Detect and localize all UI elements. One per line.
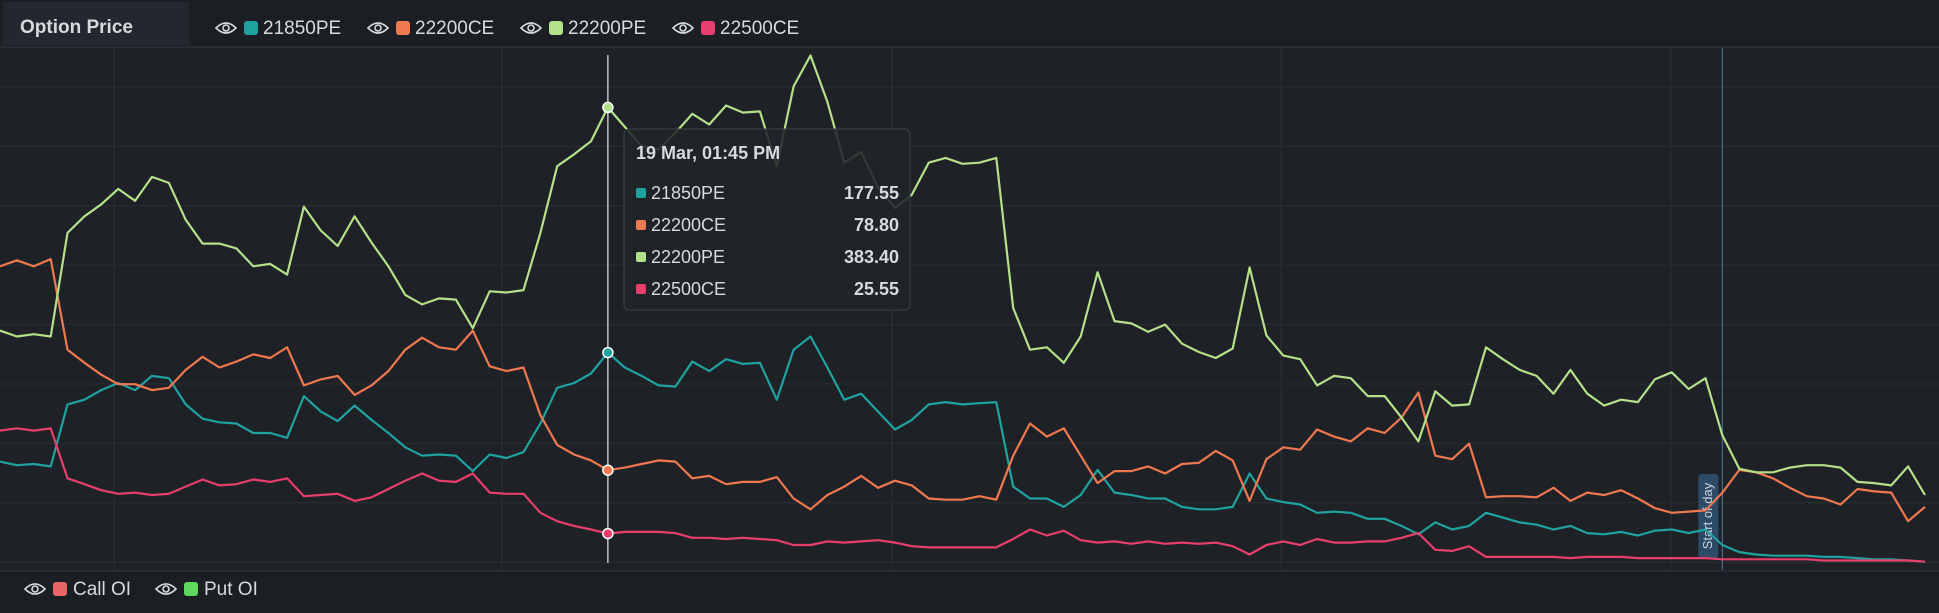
- eye-pupil: [679, 24, 687, 32]
- annotation-label: Start of day: [1700, 482, 1715, 549]
- hover-marker: [602, 527, 614, 540]
- tooltip-swatch: [636, 252, 646, 262]
- legend-swatch: [701, 21, 715, 35]
- legend-label: 22200CE: [415, 18, 494, 39]
- legend-swatch: [549, 21, 563, 35]
- eye-icon: [214, 22, 238, 34]
- legend-swatch: [184, 582, 198, 596]
- eye-icon: [519, 22, 543, 34]
- eye-icon: [154, 583, 178, 595]
- tooltip-name: 22200CE: [651, 215, 726, 235]
- tooltip-name: 22500CE: [651, 279, 726, 299]
- tooltip-value: 25.55: [854, 279, 899, 299]
- tooltip-value: 177.55: [844, 183, 899, 203]
- legend-label: 22500CE: [720, 18, 799, 39]
- legend-label: Put OI: [204, 579, 258, 600]
- series-line: [0, 258, 1926, 523]
- legend-label: Call OI: [73, 579, 131, 600]
- tooltip-name: 21850PE: [651, 183, 725, 203]
- tooltip-value: 78.80: [854, 215, 899, 235]
- tooltip-box: [623, 128, 911, 311]
- legend-swatch: [244, 21, 258, 35]
- tooltip-title: 19 Mar, 01:45 PM: [636, 143, 780, 163]
- eye-icon: [366, 22, 390, 34]
- panel-title: Option Price: [20, 17, 133, 38]
- tooltip-value: 383.40: [844, 247, 899, 267]
- series-line: [0, 427, 1926, 563]
- legend-label: 21850PE: [263, 18, 341, 39]
- tooltip-swatch: [636, 188, 646, 198]
- series-line: [0, 335, 1926, 563]
- tooltip-swatch: [636, 284, 646, 294]
- top-bar: [0, 0, 1939, 47]
- bottom-bar: [0, 571, 1939, 613]
- eye-pupil: [162, 585, 170, 593]
- eye-icon: [671, 22, 695, 34]
- eye-pupil: [31, 585, 39, 593]
- hover-marker: [602, 101, 614, 114]
- tooltip-name: 22200PE: [651, 247, 725, 267]
- eye-pupil: [222, 24, 230, 32]
- eye-icon: [23, 583, 47, 595]
- legend-swatch: [396, 21, 410, 35]
- legend-swatch: [53, 582, 67, 596]
- series-line: [0, 54, 1926, 496]
- plot-area: [0, 47, 1939, 571]
- legend-label: 22200PE: [568, 18, 646, 39]
- hover-marker: [602, 346, 614, 359]
- eye-pupil: [527, 24, 535, 32]
- panel-title-box: [3, 2, 189, 45]
- hover-marker: [602, 464, 614, 476]
- tooltip-swatch: [636, 220, 646, 230]
- eye-pupil: [374, 24, 382, 32]
